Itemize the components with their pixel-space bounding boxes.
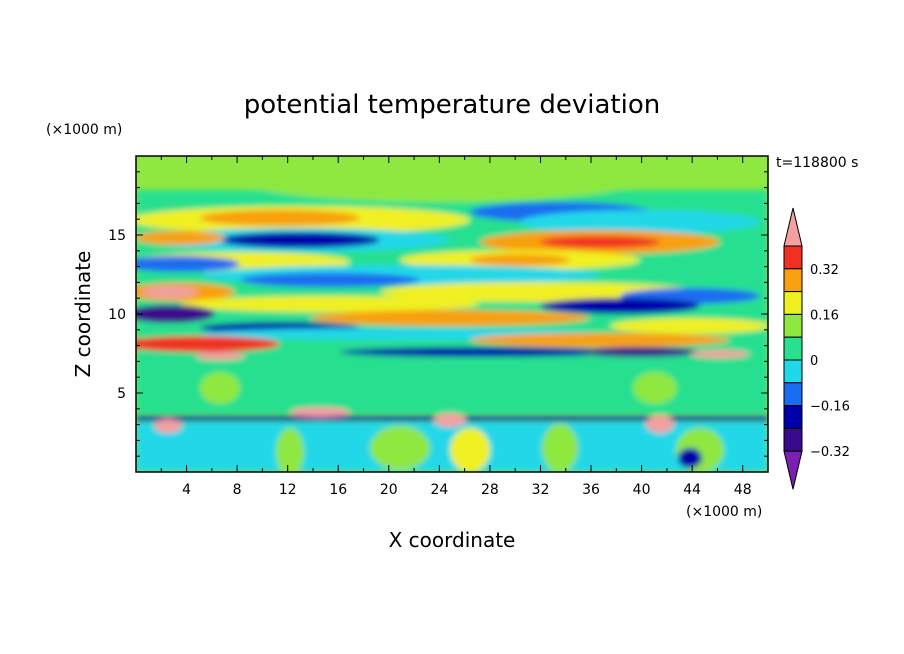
colorbar-swatch (783, 268, 803, 293)
x-tick-label: 12 (279, 482, 297, 498)
x-tick-label: 4 (182, 482, 191, 498)
colorbar-swatch (783, 313, 803, 338)
colorbar-max-triangle (783, 207, 803, 247)
colorbar: 0.32 0.16 0 −0.16 −0.32 (783, 207, 850, 490)
x-axis-unit: (×1000 m) (686, 504, 762, 520)
y-axis-label: Z coordinate (71, 251, 95, 378)
colorbar-swatch (783, 405, 803, 429)
x-tick-label: 8 (233, 482, 242, 498)
x-axis-label: X coordinate (389, 528, 516, 552)
y-axis-unit: (×1000 m) (46, 122, 122, 138)
colorbar-label: 0 (810, 354, 818, 369)
colorbar-label: 0.32 (810, 263, 839, 278)
contour-field (136, 156, 768, 472)
x-tick-label: 40 (633, 482, 651, 498)
x-tick-label: 36 (582, 482, 600, 498)
colorbar-swatch (783, 245, 803, 270)
colorbar-swatch (783, 359, 803, 384)
colorbar-label: 0.16 (810, 308, 839, 323)
y-tick-label: 5 (117, 386, 126, 402)
colorbar-swatch (783, 336, 803, 361)
colorbar-swatch (783, 427, 803, 452)
time-label: t=118800 s (776, 155, 858, 171)
colorbar-min-triangle (783, 450, 803, 490)
colorbar-label: −0.16 (810, 400, 850, 415)
colorbar-swatch (783, 382, 803, 407)
x-tick-label: 16 (329, 482, 347, 498)
x-tick-label: 24 (430, 482, 448, 498)
y-axis-ticks: 5 10 15 (108, 171, 768, 457)
x-axis-ticks: 4 8 12 16 20 24 28 32 36 40 44 48 (160, 156, 752, 498)
x-tick-label: 48 (734, 482, 752, 498)
x-tick-label: 32 (532, 482, 550, 498)
colorbar-label: −0.32 (810, 445, 850, 460)
x-tick-label: 28 (481, 482, 499, 498)
y-tick-label: 15 (108, 228, 126, 244)
colorbar-swatch (783, 291, 803, 315)
y-tick-label: 10 (108, 307, 126, 323)
x-tick-label: 20 (380, 482, 398, 498)
x-tick-label: 44 (683, 482, 701, 498)
chart-title: potential temperature deviation (244, 90, 660, 120)
